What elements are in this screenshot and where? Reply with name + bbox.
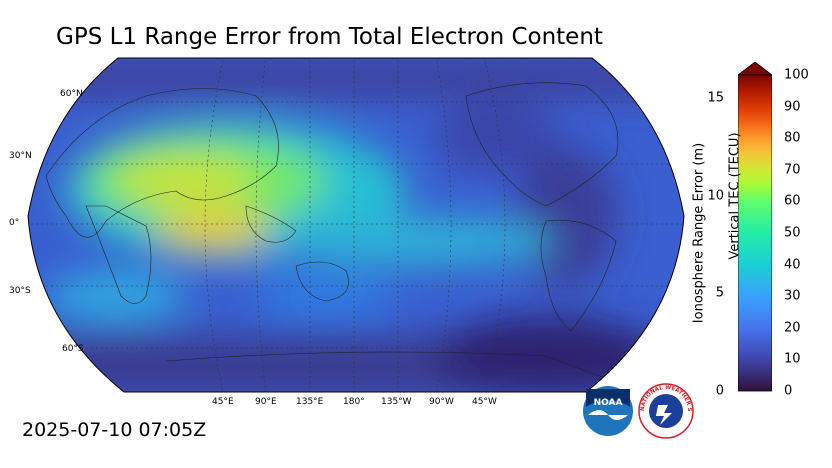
colorbar-right-tick: 70 bbox=[784, 162, 801, 178]
lon-label-45w: 45°W bbox=[472, 397, 497, 407]
colorbar-left-tick: 15 bbox=[707, 90, 724, 106]
colorbar-right-tick: 80 bbox=[784, 130, 801, 146]
svg-text:NOAA: NOAA bbox=[594, 398, 623, 408]
colorbar-left-tick: 0 bbox=[715, 383, 724, 399]
colorbar-right-tick: 30 bbox=[784, 288, 801, 304]
chart-title: GPS L1 Range Error from Total Electron C… bbox=[56, 24, 603, 50]
map-svg bbox=[27, 57, 685, 393]
colorbar-extend-arrow bbox=[738, 62, 772, 76]
tec-map bbox=[26, 56, 686, 396]
lat-label-30n: 30°N bbox=[9, 151, 32, 161]
colorbar-right-tick: 100 bbox=[784, 67, 809, 83]
lat-label-60n: 60°N bbox=[60, 89, 83, 99]
lon-label-90e: 90°E bbox=[255, 397, 277, 407]
graticule bbox=[28, 58, 684, 392]
colorbar-gradient bbox=[738, 74, 772, 392]
colorbar-right-tick: 50 bbox=[784, 225, 801, 241]
lon-label-135e: 135°E bbox=[296, 397, 324, 407]
colorbar-left-tick: 10 bbox=[707, 188, 724, 204]
lat-label-30s: 30°S bbox=[9, 286, 31, 296]
noaa-logo: NOAA bbox=[583, 386, 633, 436]
colorbar-left-tick: 5 bbox=[715, 285, 724, 301]
colorbar bbox=[738, 62, 772, 392]
colorbar-right-label: Vertical TEC (TECU) bbox=[727, 132, 743, 260]
colorbar-right-tick: 90 bbox=[784, 99, 801, 115]
tec-field bbox=[28, 58, 684, 392]
timestamp: 2025-07-10 07:05Z bbox=[22, 419, 207, 441]
colorbar-right-tick: 0 bbox=[784, 383, 793, 399]
nws-logo: NATIONAL WEATHER SERVICE bbox=[638, 383, 694, 439]
lon-label-180: 180° bbox=[343, 397, 365, 407]
colorbar-right-tick: 10 bbox=[784, 351, 801, 367]
colorbar-right-tick: 40 bbox=[784, 257, 801, 273]
colorbar-left-label: Ionosphere Range Error (m) bbox=[691, 142, 707, 324]
lon-label-135w: 135°W bbox=[381, 397, 412, 407]
colorbar-right-tick: 60 bbox=[784, 193, 801, 209]
colorbar-right-tick: 20 bbox=[784, 320, 801, 336]
lat-label-60s: 60°S bbox=[62, 344, 84, 354]
lon-label-45e: 45°E bbox=[212, 397, 234, 407]
lat-label-0: 0° bbox=[9, 218, 20, 228]
coastlines bbox=[45, 82, 627, 387]
lon-label-90w: 90°W bbox=[429, 397, 454, 407]
